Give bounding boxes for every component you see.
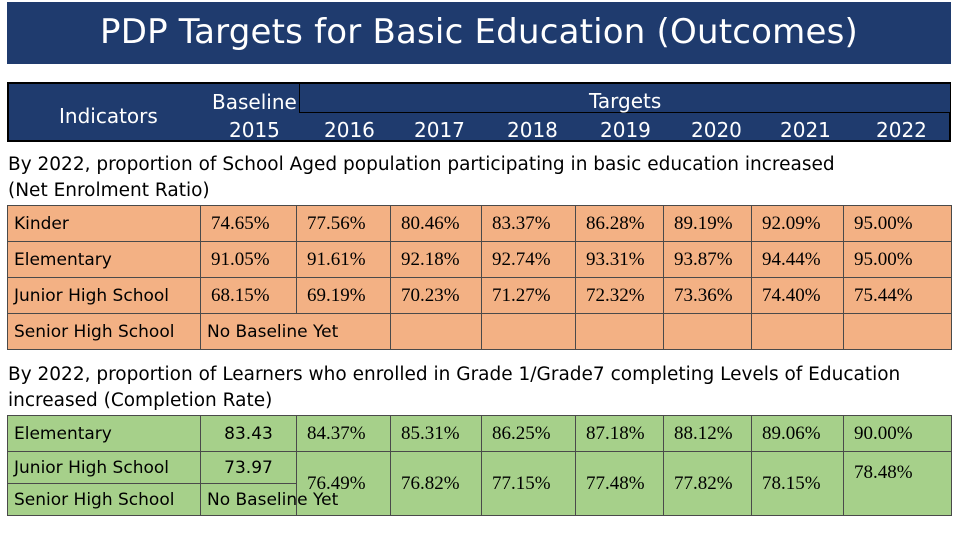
targets-header: Targets [589, 89, 662, 113]
value-cell: 87.18% [575, 415, 664, 452]
value-cell: 70.23% [390, 277, 482, 314]
title-bar: PDP Targets for Basic Education (Outcome… [7, 2, 951, 64]
value-cell [663, 313, 752, 350]
targets-header-box [299, 84, 950, 113]
value-cell: 83.43 [200, 415, 297, 452]
value-cell [481, 313, 576, 350]
value-cell: 92.18% [390, 241, 482, 278]
value-cell: 94.44% [751, 241, 844, 278]
value-cell: 92.09% [751, 205, 844, 242]
row-label: Elementary [7, 241, 201, 278]
value-cell [575, 313, 664, 350]
section1-caption: By 2022, proportion of School Aged popul… [8, 154, 835, 201]
section2-caption: By 2022, proportion of Learners who enro… [8, 364, 901, 411]
value-cell: 77.15% [481, 451, 576, 516]
year-header: 2016 [324, 118, 375, 142]
table-row: Junior High School 73.97 76.49% 76.82% 7… [7, 451, 952, 516]
table-row: Senior High School No Baseline Yet [7, 313, 952, 350]
value-cell: 76.82% [390, 451, 482, 516]
value-cell [843, 313, 952, 350]
enrolment-table: Kinder 74.65% 77.56% 80.46% 83.37% 86.28… [7, 205, 952, 350]
no-baseline-cell: No Baseline Yet [200, 483, 338, 516]
value-cell: 85.31% [390, 415, 482, 452]
row-label: Elementary [7, 415, 201, 452]
value-cell: 89.06% [751, 415, 844, 452]
value-cell: 76.49% [296, 451, 391, 516]
year-header: 2021 [780, 118, 831, 142]
table-row: Junior High School 68.15% 69.19% 70.23% … [7, 277, 952, 314]
year-header: 2017 [414, 118, 465, 142]
table-row: Kinder 74.65% 77.56% 80.46% 83.37% 86.28… [7, 205, 952, 242]
baseline-year: 2015 [229, 118, 280, 142]
table-row: Elementary 83.43 84.37% 85.31% 86.25% 87… [7, 415, 952, 452]
value-cell: 88.12% [663, 415, 752, 452]
value-cell: 80.46% [390, 205, 482, 242]
table-row: Elementary 91.05% 91.61% 92.18% 92.74% 9… [7, 241, 952, 278]
value-cell: 77.56% [296, 205, 391, 242]
value-cell: 77.82% [663, 451, 752, 516]
value-cell: 74.40% [751, 277, 844, 314]
page-title: PDP Targets for Basic Education (Outcome… [100, 12, 858, 52]
value-cell: 93.87% [663, 241, 752, 278]
year-header: 2018 [507, 118, 558, 142]
row-label: Junior High School [7, 277, 201, 314]
value-cell: 69.19% [296, 277, 391, 314]
value-cell [751, 313, 844, 350]
value-cell [390, 313, 482, 350]
row-label: Senior High School [7, 483, 201, 516]
value-cell: 77.48% [575, 451, 664, 516]
value-cell: 75.44% [843, 277, 952, 314]
year-header: 2019 [600, 118, 651, 142]
value-cell: 91.61% [296, 241, 391, 278]
year-header: 2020 [691, 118, 742, 142]
value-cell: 84.37% [296, 415, 391, 452]
value-cell: 95.00% [843, 241, 952, 278]
value-cell: 93.31% [575, 241, 664, 278]
value-cell: 86.28% [575, 205, 664, 242]
value-cell: 73.36% [663, 277, 752, 314]
value-cell: 92.74% [481, 241, 576, 278]
value-cell: 95.00% [843, 205, 952, 242]
value-cell: 71.27% [481, 277, 576, 314]
no-baseline-cell: No Baseline Yet [200, 313, 391, 350]
year-header: 2022 [876, 118, 927, 142]
row-label: Senior High School [7, 313, 201, 350]
value-cell: 89.19% [663, 205, 752, 242]
row-label: Junior High School [7, 451, 201, 484]
value-cell: 86.25% [481, 415, 576, 452]
value-cell: 78.48% [843, 451, 952, 516]
baseline-header: Baseline [212, 90, 297, 114]
row-label: Kinder [7, 205, 201, 242]
value-cell: 78.15% [751, 451, 844, 516]
value-cell: 91.05% [200, 241, 297, 278]
value-cell: 68.15% [200, 277, 297, 314]
value-cell: 72.32% [575, 277, 664, 314]
table-row: Senior High School No Baseline Yet [7, 483, 952, 516]
table-header: Indicators Baseline 2015 Targets 2016 20… [7, 82, 951, 142]
value-cell: 90.00% [843, 415, 952, 452]
value-cell: 74.65% [200, 205, 297, 242]
indicators-header: Indicators [59, 104, 158, 128]
completion-table: Elementary 83.43 84.37% 85.31% 86.25% 87… [7, 415, 952, 516]
value-cell: 73.97 [200, 451, 297, 484]
value-cell: 83.37% [481, 205, 576, 242]
